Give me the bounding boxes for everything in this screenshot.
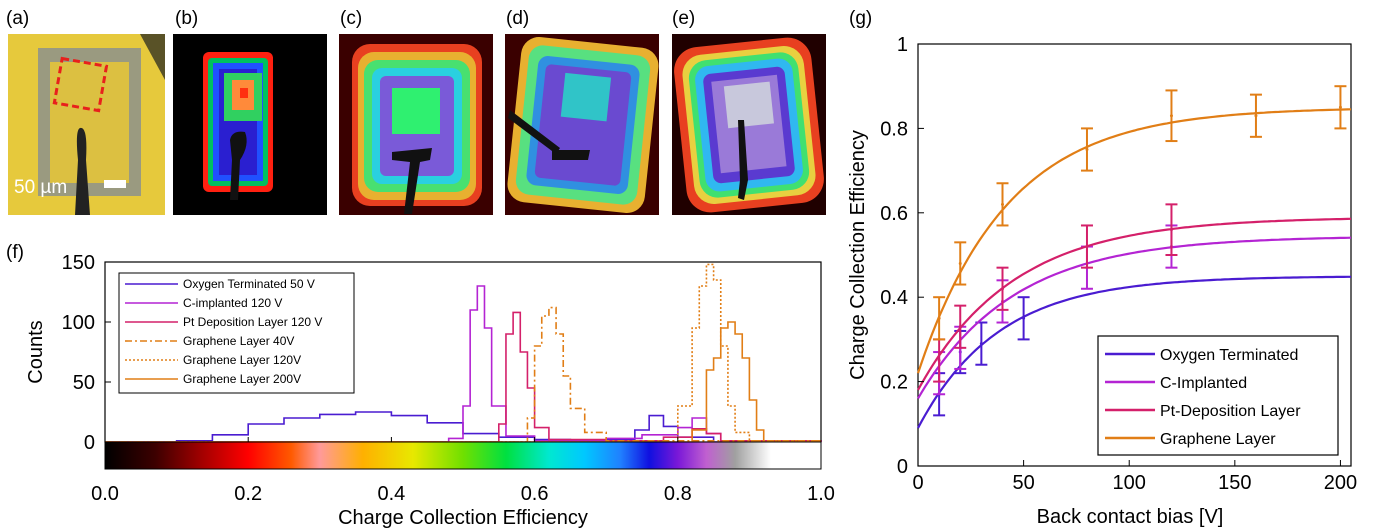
panel-label-c: (c)	[340, 8, 362, 29]
histogram-legend-box	[118, 272, 355, 394]
cce-bias-legend-label-3: Graphene Layer	[1160, 431, 1276, 448]
cce-bias-point	[1169, 114, 1173, 118]
chart-g-frame	[917, 43, 1352, 467]
cce-bias-x-label: Back contact bias [V]	[1037, 506, 1224, 528]
cce-bias-x-tick-label: 50	[1012, 472, 1034, 494]
panel-label-f: (f)	[6, 242, 24, 263]
histogram-x-label: Charge Collection Efficiency	[338, 507, 588, 529]
cce-bias-point	[1000, 287, 1004, 291]
image-e-ccemap	[672, 34, 826, 215]
histogram-x-axis: 0.0 0.2 0.4 0.6 0.8 1.0	[91, 437, 835, 505]
cce-bias-legend-label-2: Pt-Deposition Layer	[1160, 403, 1301, 420]
cce-bias-fit-2	[917, 217, 1352, 391]
panel-label-b: (b)	[175, 8, 198, 29]
cce-bias-x-tick-label: 0	[912, 472, 923, 494]
cce-bias-x-tick-label: 100	[1113, 472, 1146, 494]
cce-bias-point	[1254, 114, 1258, 118]
scale-bar-label: 50 µm	[14, 177, 67, 198]
cce-bias-point	[979, 342, 983, 346]
histogram-legend-label-5: Graphene Layer 200V	[183, 372, 301, 386]
cce-bias-series-layer	[916, 85, 1352, 429]
cce-bias-legend-label-1: C-Implanted	[1160, 375, 1247, 392]
histogram-legend-label-3: Graphene Layer 40V	[183, 334, 294, 348]
histogram-x-tick-label: 0.8	[664, 483, 692, 505]
cce-bias-point	[958, 325, 962, 329]
cce-bias-point	[1022, 316, 1026, 320]
histogram-x-tick-label: 0.0	[91, 483, 119, 505]
histogram-legend: Oxygen Terminated 50 V C-implanted 120 V P…	[118, 272, 355, 394]
image-e-center	[723, 81, 774, 129]
cce-bias-x-tick-label: 150	[1218, 472, 1251, 494]
histogram-y-axis: 0 50 100 150	[62, 252, 111, 454]
cce-bias-y-tick-label: 0.4	[880, 287, 908, 309]
cce-bias-y-tick-label: 0.6	[880, 203, 908, 225]
image-d-center	[560, 72, 612, 122]
image-a-micrograph: 50 µm	[8, 34, 165, 215]
image-d-ccemap	[505, 34, 659, 215]
histogram-y-tick-label: 0	[84, 432, 95, 454]
histogram-series-2	[105, 311, 822, 443]
histogram-y-tick-label: 150	[62, 252, 95, 274]
cce-bias-x-tick-label: 200	[1324, 472, 1357, 494]
cce-bias-y-axis: 0 0.2 0.4 0.6 0.8 1	[880, 34, 924, 478]
cce-bias-point	[1169, 228, 1173, 232]
histogram-series-layer	[105, 263, 822, 443]
image-c-center	[392, 88, 440, 134]
histogram-series-1	[105, 285, 822, 443]
cce-bias-legend: Oxygen Terminated C-Implanted Pt-Depositio…	[1097, 335, 1339, 456]
histogram-legend-label-0: Oxygen Terminated 50 V	[183, 277, 315, 291]
histogram-series-0	[105, 411, 821, 443]
cce-bias-point	[958, 261, 962, 265]
cce-bias-point	[1338, 105, 1342, 109]
histogram-x-tick-label: 1.0	[807, 483, 835, 505]
histogram-series-3	[105, 306, 822, 443]
histogram-legend-label-1: C-implanted 120 V	[183, 296, 282, 310]
histogram-x-tick-label: 0.2	[234, 483, 262, 505]
panel-label-e: (e)	[672, 8, 695, 29]
cce-bias-fit-3	[916, 108, 1352, 374]
cce-bias-fit-0	[917, 275, 1351, 429]
cce-bias-point	[1085, 148, 1089, 151]
cce-bias-y-tick-label: 0	[897, 456, 908, 478]
cce-bias-y-tick-label: 0.8	[880, 118, 908, 140]
cce-bias-legend-label-0: Oxygen Terminated	[1160, 347, 1298, 364]
cce-bias-x-axis: 0 50 100 150 200	[912, 460, 1357, 494]
colorbar	[104, 441, 822, 470]
cce-bias-y-tick-label: 0.2	[880, 372, 908, 394]
cce-bias-fit-1	[917, 236, 1352, 400]
histogram-x-tick-label: 0.4	[377, 483, 405, 505]
cce-bias-legend-box	[1097, 335, 1339, 456]
histogram-series-5	[105, 321, 821, 443]
cce-bias-point	[1000, 202, 1004, 206]
cce-bias-y-tick-label: 1	[897, 34, 908, 56]
histogram-y-tick-label: 100	[62, 312, 95, 334]
histogram-legend-label-2: Pt Deposition Layer 120 V	[183, 315, 322, 329]
panel-label-d: (d)	[506, 8, 529, 29]
cce-bias-chart: 0 50 100 150 200 0 0.2 0.4 0.6 0.8 1 Back contact…	[847, 34, 1357, 528]
panel-label-g: (g)	[849, 8, 872, 29]
histogram-legend-label-4: Graphene Layer 120V	[183, 353, 301, 367]
image-c-ccemap	[339, 34, 493, 215]
histogram-y-tick-label: 50	[73, 372, 95, 394]
cce-bias-point	[937, 316, 941, 320]
histogram-chart: 0 50 100 150 0.0 0.2 0.4 0.6 0.8 1.0 Charge Coll…	[25, 252, 835, 529]
cce-bias-y-label: Charge Collection Efficiency	[847, 130, 869, 380]
scale-bar	[104, 180, 126, 188]
cce-bias-point	[937, 359, 941, 362]
histogram-x-tick-label: 0.6	[521, 483, 549, 505]
histogram-y-label: Counts	[25, 320, 47, 383]
image-b-ccemap	[173, 34, 327, 215]
roi-box	[52, 56, 109, 113]
panel-label-a: (a)	[6, 8, 29, 29]
cce-bias-point	[1085, 245, 1089, 249]
